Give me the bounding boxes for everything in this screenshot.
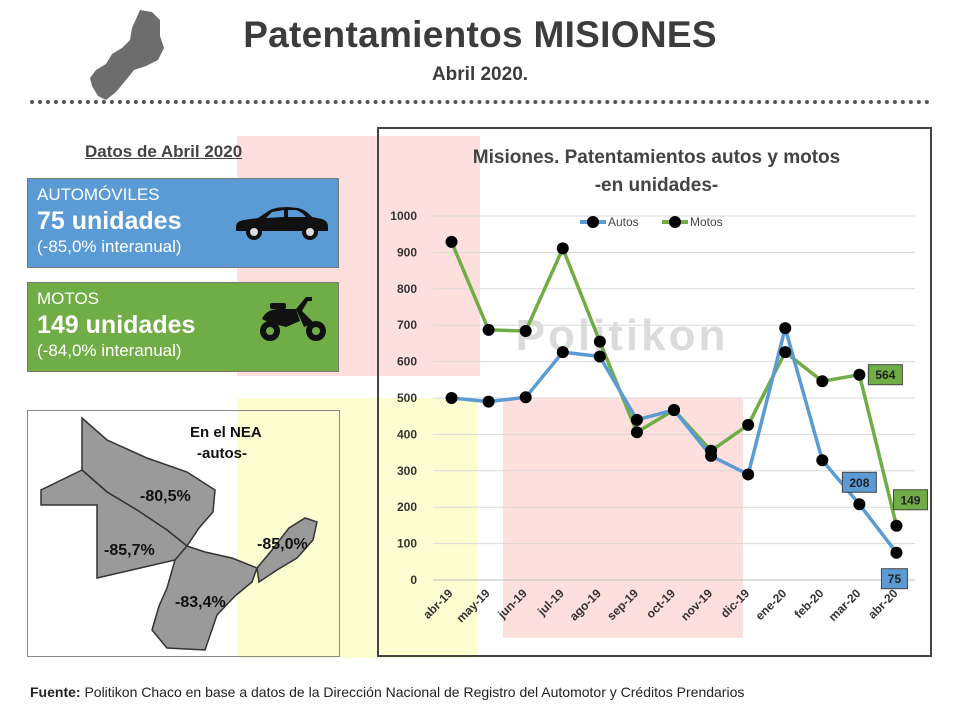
data-point-motos bbox=[816, 375, 829, 388]
motorcycle-icon bbox=[260, 297, 326, 341]
data-point-motos bbox=[705, 444, 718, 457]
x-tick-label: ene-20 bbox=[753, 586, 790, 623]
motos-card-change: (-84,0% interanual) bbox=[37, 341, 182, 360]
x-tick-label: dic-19 bbox=[718, 586, 753, 621]
x-tick-label: ago-19 bbox=[567, 586, 604, 623]
source-label: Fuente: bbox=[30, 684, 81, 700]
car-icon bbox=[236, 207, 328, 240]
data-point-motos bbox=[630, 426, 643, 439]
nea-map-panel bbox=[27, 410, 340, 657]
data-point-autos bbox=[853, 498, 866, 511]
x-tick-label: mar-20 bbox=[826, 586, 864, 624]
corrientes-label: -83,4% bbox=[175, 594, 226, 611]
data-point-motos bbox=[482, 323, 495, 336]
legend-swatch-marker bbox=[669, 216, 681, 228]
misiones-label: -85,0% bbox=[257, 536, 308, 553]
y-tick-label: 700 bbox=[397, 318, 417, 332]
data-point-motos bbox=[445, 235, 458, 248]
chart-title-block: Misiones. Patentamientos autos y motos -… bbox=[379, 144, 934, 200]
chaco-label: -85,7% bbox=[104, 542, 155, 559]
y-tick-label: 600 bbox=[397, 355, 417, 369]
x-tick-label: nov-19 bbox=[678, 586, 715, 623]
legend-swatch-marker bbox=[587, 216, 599, 228]
nea-map-subtitle: -autos- bbox=[197, 445, 247, 462]
y-tick-label: 300 bbox=[397, 464, 417, 478]
y-tick-label: 0 bbox=[410, 573, 417, 587]
data-point-motos bbox=[668, 404, 680, 417]
data-point-motos bbox=[519, 325, 532, 338]
source-text: Politikon Chaco en base a datos de la Di… bbox=[80, 684, 745, 700]
data-point-motos bbox=[779, 346, 792, 359]
left-panel-heading: Datos de Abril 2020 bbox=[85, 142, 243, 161]
y-tick-label: 500 bbox=[397, 391, 417, 405]
x-tick-label: feb-20 bbox=[792, 586, 827, 621]
source-footer: Fuente: Politikon Chaco en base a datos … bbox=[30, 684, 744, 700]
data-point-autos bbox=[742, 468, 755, 481]
data-point-motos bbox=[556, 242, 569, 255]
y-tick-label: 1000 bbox=[390, 209, 417, 223]
misiones-region bbox=[256, 517, 318, 584]
data-point-autos bbox=[519, 391, 532, 404]
data-point-motos bbox=[742, 418, 755, 431]
autos-card-value: 75 unidades bbox=[37, 207, 182, 235]
y-tick-label: 800 bbox=[397, 282, 417, 296]
data-point-autos bbox=[816, 454, 829, 467]
chart-panel bbox=[377, 127, 932, 657]
data-point-autos bbox=[890, 546, 903, 559]
autos-card-change: (-85,0% interanual) bbox=[37, 237, 182, 256]
misiones-province-icon bbox=[90, 10, 164, 100]
data-label: 75 bbox=[888, 572, 902, 586]
x-tick-label: oct-19 bbox=[643, 586, 678, 621]
legend-label: Autos bbox=[608, 215, 639, 229]
watermark: Politikon bbox=[516, 311, 729, 360]
data-label-box bbox=[880, 568, 908, 590]
background-tint-pink-chart bbox=[503, 398, 743, 638]
data-point-motos bbox=[890, 519, 903, 532]
y-tick-label: 100 bbox=[397, 537, 417, 551]
data-point-autos bbox=[445, 392, 458, 404]
data-label: 149 bbox=[900, 493, 920, 507]
page-subtitle: Abril 2020. bbox=[431, 64, 529, 85]
data-point-autos bbox=[556, 346, 569, 359]
legend-label: Motos bbox=[690, 215, 723, 229]
data-point-autos bbox=[593, 350, 606, 363]
x-tick-label: abr-20 bbox=[865, 586, 901, 622]
x-tick-label: jul-19 bbox=[534, 586, 567, 619]
motos-summary-card: MOTOS 149 unidades (-84,0% interanual) bbox=[27, 282, 339, 372]
autos-summary-card: AUTOMÓVILES 75 unidades (-85,0% interanu… bbox=[27, 178, 339, 268]
formosa-label: -80,5% bbox=[140, 488, 191, 505]
data-point-autos bbox=[482, 395, 495, 408]
autos-card-title: AUTOMÓVILES bbox=[37, 185, 160, 204]
data-point-motos bbox=[853, 368, 866, 381]
data-label: 564 bbox=[875, 368, 895, 382]
x-tick-label: jun-19 bbox=[494, 586, 530, 622]
data-point-motos bbox=[593, 335, 606, 348]
data-label: 208 bbox=[849, 476, 869, 490]
corrientes-region bbox=[151, 545, 258, 651]
nea-map bbox=[40, 416, 318, 651]
series-line-motos bbox=[449, 241, 899, 527]
nea-map-title: En el NEA bbox=[190, 424, 262, 441]
data-point-autos bbox=[779, 322, 792, 335]
x-tick-label: may-19 bbox=[454, 586, 493, 625]
x-tick-label: abr-19 bbox=[420, 586, 456, 622]
page-title: Patentamientos MISIONES bbox=[243, 14, 717, 55]
motos-card-title: MOTOS bbox=[37, 289, 100, 308]
data-point-autos bbox=[630, 413, 643, 426]
background-tint-yellow bbox=[237, 398, 477, 658]
data-label-box bbox=[867, 364, 903, 386]
header-divider bbox=[30, 100, 930, 104]
y-tick-label: 200 bbox=[397, 500, 417, 514]
y-tick-label: 400 bbox=[397, 427, 417, 441]
chart-title: Misiones. Patentamientos autos y motos bbox=[472, 147, 841, 168]
data-label-box bbox=[841, 471, 877, 493]
data-label-box bbox=[892, 489, 928, 511]
x-tick-label: sep-19 bbox=[604, 586, 641, 623]
motos-card-value: 149 unidades bbox=[37, 311, 196, 339]
y-tick-label: 900 bbox=[397, 245, 417, 259]
chart-subtitle: -en unidades- bbox=[594, 175, 719, 196]
